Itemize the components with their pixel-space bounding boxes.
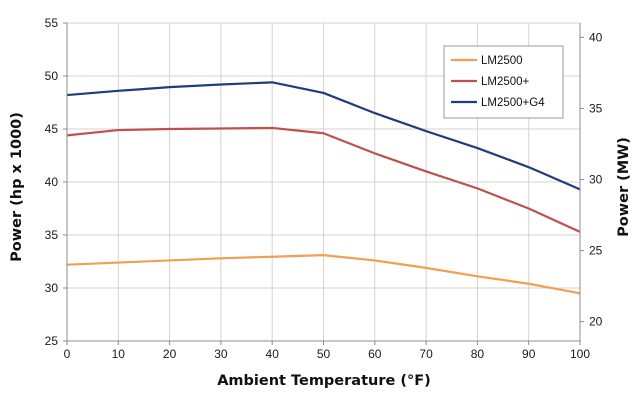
y2-tick-label: 25 <box>589 244 603 258</box>
y-axis-ticks: 25 30 35 40 45 50 55 <box>45 16 67 348</box>
x-tick-label: 90 <box>522 347 536 361</box>
y-tick-label: 40 <box>45 175 59 189</box>
y2-tick-label: 35 <box>589 101 603 115</box>
x-tick-label: 70 <box>419 347 433 361</box>
y-tick-label: 30 <box>45 281 59 295</box>
x-tick-label: 20 <box>163 347 177 361</box>
y-tick-label: 55 <box>45 16 59 30</box>
x-axis-ticks: 0 10 20 30 40 50 60 70 80 90 100 <box>64 341 590 361</box>
x-tick-label: 60 <box>368 347 382 361</box>
x-tick-label: 0 <box>64 347 71 361</box>
series-line <box>66 126 581 233</box>
series-line <box>66 254 581 295</box>
y2-axis-ticks: 20 25 30 35 40 <box>580 30 603 329</box>
x-tick-label: 30 <box>214 347 228 361</box>
y-axis-title: Power (hp x 1000) <box>9 112 25 262</box>
x-tick-label: 80 <box>471 347 485 361</box>
y-tick-label: 45 <box>45 122 59 136</box>
y-tick-label: 50 <box>45 69 59 83</box>
y-tick-label: 35 <box>45 228 59 242</box>
legend-label: LM2500 <box>481 55 523 67</box>
y2-tick-label: 20 <box>589 315 603 329</box>
x-axis-title: Ambient Temperature (°F) <box>217 373 431 389</box>
y2-axis-title: Power (MW) <box>616 137 632 237</box>
y2-tick-label: 30 <box>589 173 603 187</box>
x-tick-label: 100 <box>570 347 590 361</box>
legend-label: LM2500+G4 <box>481 97 545 109</box>
series-line <box>66 81 581 191</box>
legend-label: LM2500+ <box>481 76 530 88</box>
x-tick-label: 40 <box>266 347 280 361</box>
y-tick-label: 25 <box>45 334 59 348</box>
series-lines <box>66 81 581 295</box>
x-tick-label: 50 <box>317 347 331 361</box>
x-tick-label: 10 <box>112 347 126 361</box>
legend: LM2500 LM2500+ LM2500+G4 <box>443 45 564 119</box>
y2-tick-label: 40 <box>589 30 603 44</box>
